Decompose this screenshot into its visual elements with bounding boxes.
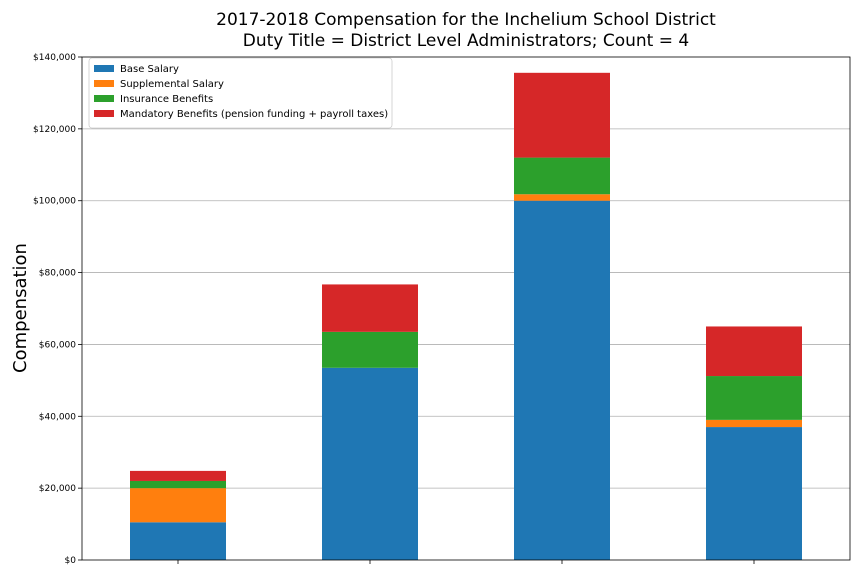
- legend-entry: Mandatory Benefits (pension funding + pa…: [120, 109, 388, 120]
- legend: Base Salary Supplemental Salary Insurance …: [88, 57, 393, 129]
- y-axis-label: Compensation: [10, 243, 31, 373]
- y-tick-label: $140,000: [33, 53, 76, 63]
- y-tick-label: $60,000: [39, 340, 76, 350]
- bar-segment: [130, 470, 226, 481]
- y-tick-label: $120,000: [33, 125, 76, 135]
- bar-segment: [514, 194, 610, 201]
- bar-segment: [706, 419, 802, 428]
- bar-segment: [706, 376, 802, 420]
- y-tick-label: $0: [65, 556, 77, 566]
- legend-frame: [88, 57, 393, 129]
- chart-title: 2017-2018 Compensation for the Inchelium…: [216, 10, 716, 30]
- chart-subtitle: Duty Title = District Level Administrato…: [243, 31, 689, 51]
- legend-swatch: [94, 95, 114, 102]
- bar-segment: [706, 326, 802, 377]
- bar-segment: [130, 488, 226, 523]
- y-tick-label: $100,000: [33, 197, 76, 207]
- y-tick-label: $20,000: [39, 484, 76, 494]
- legend-entry: Supplemental Salary: [120, 79, 224, 90]
- bar-segment: [514, 72, 610, 158]
- bar-segment: [130, 480, 226, 489]
- legend-entry: Base Salary: [120, 64, 179, 75]
- bar-segment: [322, 331, 418, 368]
- y-tick-label: $80,000: [39, 269, 76, 279]
- bar-segment: [514, 157, 610, 195]
- legend-swatch: [94, 80, 114, 87]
- legend-entry: Insurance Benefits: [120, 94, 213, 105]
- axes-layer: $0 $20,000 $40,000 $60,000 $80,000 $100,000 $1…: [33, 53, 851, 566]
- plot-frame: [81, 56, 851, 561]
- y-tick-label: $40,000: [39, 412, 76, 422]
- bar-segment: [706, 427, 802, 560]
- bar-segment: [514, 200, 610, 560]
- bar-segment: [322, 284, 418, 332]
- legend-swatch: [94, 65, 114, 72]
- bars-layer: [130, 72, 802, 560]
- bar-segment: [322, 367, 418, 560]
- bar-segment: [130, 522, 226, 560]
- legend-swatch: [94, 110, 114, 117]
